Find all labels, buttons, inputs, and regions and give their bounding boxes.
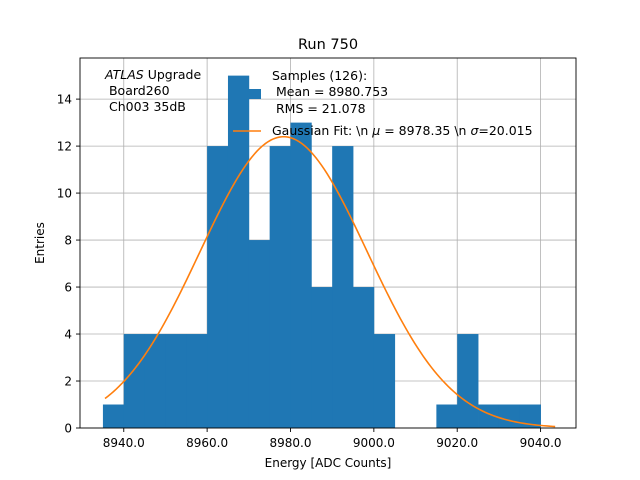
histogram-bars xyxy=(102,75,541,428)
x-axis-label: Energy [ADC Counts] xyxy=(265,456,392,470)
x-tick-label: 8980.0 xyxy=(269,436,311,450)
legend-fit-sigma-symbol: σ xyxy=(470,123,479,138)
histogram-bar xyxy=(102,404,125,428)
histogram-bar xyxy=(478,404,500,428)
y-tick-label: 10 xyxy=(57,187,72,201)
histogram-bar xyxy=(457,334,479,428)
y-tick-label: 2 xyxy=(64,375,72,389)
atlas-upgrade-word: Upgrade xyxy=(144,67,202,82)
histogram-bar xyxy=(332,146,354,428)
histogram-bar xyxy=(227,75,250,428)
legend-fit-text-a: Gaussian Fit: \n xyxy=(272,123,372,138)
legend-samples-mean: Mean = 8980.753 xyxy=(272,84,388,99)
atlas-annotation-channel: Ch003 35dB xyxy=(105,99,186,114)
histogram-bar xyxy=(290,122,312,428)
histogram-bar xyxy=(248,240,271,428)
y-tick-label: 6 xyxy=(64,281,72,295)
legend-fit-text-c: =20.015 xyxy=(478,123,532,138)
legend-fit-mu-symbol: μ xyxy=(371,123,380,138)
x-tick-label: 9000.0 xyxy=(353,436,395,450)
y-tick-label: 8 xyxy=(64,234,72,248)
histogram-bar xyxy=(311,287,333,428)
histogram-bar xyxy=(353,287,375,428)
histogram-bar xyxy=(498,404,521,428)
histogram-bar xyxy=(165,334,187,428)
histogram-bar xyxy=(269,146,291,428)
x-tick-label: 9020.0 xyxy=(436,436,478,450)
y-axis-label: Entries xyxy=(33,222,47,264)
legend: Samples (126): Mean = 8980.753 RMS = 21.… xyxy=(233,68,533,138)
histogram-bar xyxy=(123,334,146,428)
legend-fit-text-b: = 8978.35 \n xyxy=(380,123,470,138)
histogram-bar xyxy=(519,404,541,428)
histogram-bar xyxy=(436,404,458,428)
x-axis-ticks: 8940.0 8960.0 8980.0 9000.0 9020.0 9040.0 xyxy=(103,428,562,450)
legend-histogram-patch xyxy=(233,89,261,99)
y-tick-label: 0 xyxy=(64,422,72,436)
x-tick-label: 8940.0 xyxy=(103,436,145,450)
y-tick-label: 4 xyxy=(64,328,72,342)
atlas-word: ATLAS xyxy=(104,67,144,82)
x-tick-label: 8960.0 xyxy=(186,436,228,450)
x-tick-label: 9040.0 xyxy=(520,436,562,450)
y-tick-label: 12 xyxy=(57,140,72,154)
histogram-bar xyxy=(144,334,166,428)
plot-frame xyxy=(79,57,577,429)
legend-samples-rms: RMS = 21.078 xyxy=(272,101,366,116)
histogram-bar xyxy=(207,146,229,428)
histogram-bar xyxy=(186,334,208,428)
y-axis-ticks: 0 2 4 6 8 10 12 14 xyxy=(57,93,80,436)
y-tick-label: 14 xyxy=(57,93,72,107)
atlas-annotation-board: Board260 xyxy=(105,83,170,98)
chart-title: Run 750 xyxy=(298,37,358,53)
atlas-annotation-line1: ATLAS Upgrade xyxy=(104,67,201,82)
legend-samples-line1: Samples (126): xyxy=(272,68,367,83)
legend-fit-label: Gaussian Fit: \n μ = 8978.35 \n σ=20.015 xyxy=(272,123,533,138)
histogram-bar xyxy=(373,334,396,428)
gaussian-fit-curve xyxy=(104,135,556,428)
